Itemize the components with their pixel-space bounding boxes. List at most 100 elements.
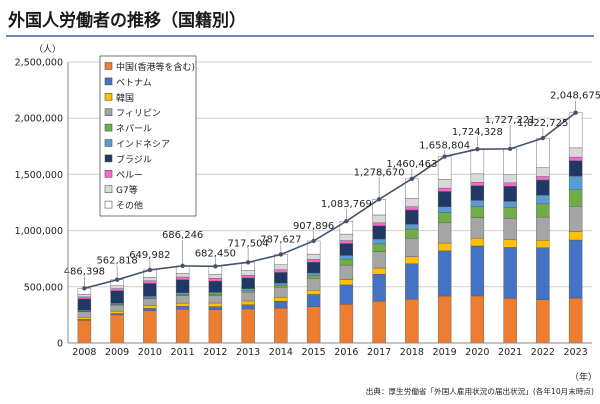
y-tick-label: 1,500,000 [15, 170, 63, 181]
bar-segment [307, 254, 320, 259]
total-marker [573, 111, 577, 115]
legend-label: 中国(香港等を含む) [116, 61, 195, 73]
bar-segment [242, 309, 255, 343]
x-tick-label: 2010 [138, 347, 162, 358]
bar-segment [438, 213, 451, 223]
total-label: 486,398 [64, 266, 105, 277]
bar-segment [111, 289, 124, 291]
bar-segment [471, 238, 484, 246]
x-tick-label: 2009 [105, 347, 129, 358]
bar-segment [569, 148, 582, 157]
bar-segment [143, 299, 156, 306]
bar-segment [78, 294, 91, 297]
bar-segment [405, 299, 418, 343]
bar-segment [405, 198, 418, 206]
bar-segment [340, 244, 353, 256]
bar-segment [143, 277, 156, 280]
bar-segment [504, 218, 517, 239]
legend-swatch [105, 78, 112, 85]
bar-segment [405, 224, 418, 229]
bar-segment [242, 305, 255, 309]
x-tick-label: 2011 [171, 347, 195, 358]
bar-segment [438, 243, 451, 251]
x-tick-label: 2018 [400, 347, 424, 358]
bar-segment [373, 252, 386, 268]
bar-segment [340, 285, 353, 304]
bar-segment [111, 315, 124, 343]
bar-segment [569, 206, 582, 231]
total-marker [541, 136, 545, 140]
total-marker [213, 264, 217, 268]
total-label: 907,896 [293, 221, 334, 232]
bar-segment [143, 281, 156, 284]
y-tick-label: 2,500,000 [15, 58, 63, 69]
total-marker [410, 177, 414, 181]
bar-segment [209, 292, 222, 294]
total-marker [82, 286, 86, 290]
bar-segment [438, 207, 451, 213]
bar-segment [569, 113, 582, 148]
x-tick-label: 2021 [498, 347, 522, 358]
y-tick-label: 1,000,000 [15, 226, 63, 237]
legend-swatch [105, 140, 112, 147]
bar-segment [504, 247, 517, 298]
legend-label: ペルー [116, 171, 143, 181]
total-label: 2,048,675 [550, 91, 600, 102]
bar-segment [340, 255, 353, 259]
bar-segment [307, 290, 320, 294]
bar-segment [340, 241, 353, 244]
bar-segment [274, 287, 287, 297]
bar-segment [536, 138, 549, 168]
bar-segment [536, 248, 549, 300]
bar-segment [471, 174, 484, 183]
bar-segment [242, 271, 255, 276]
bar-segment [536, 168, 549, 177]
legend-label: ブラジル [116, 153, 152, 165]
x-tick-label: 2014 [269, 347, 293, 358]
bar-segment [504, 240, 517, 248]
bar-segment [340, 259, 353, 265]
bar-segment [471, 149, 484, 174]
total-label: 1,083,769 [321, 199, 372, 210]
bar-segment [78, 317, 91, 319]
legend-swatch [105, 186, 112, 193]
page-title: 外国人労働者の推移（国籍別） [8, 10, 246, 31]
bar-segment [242, 291, 255, 293]
bar-segment [176, 293, 189, 295]
bar-segment [569, 176, 582, 190]
bar-segment [536, 204, 549, 217]
bar-segment [438, 296, 451, 343]
bar-segment [274, 272, 287, 283]
total-marker [377, 197, 381, 201]
total-label: 1,460,463 [386, 159, 437, 170]
x-tick-label: 2019 [433, 347, 457, 358]
legend-swatch [105, 201, 112, 208]
legend-label: その他 [116, 200, 143, 212]
legend-label: ネパール [116, 124, 152, 135]
bar-segment [143, 311, 156, 343]
total-marker [279, 252, 283, 256]
total-label: 649,982 [129, 250, 170, 261]
bar-segment [438, 179, 451, 188]
bar-segment [209, 281, 222, 292]
bar-segment [340, 279, 353, 284]
x-tick-label: 2013 [236, 347, 260, 358]
bar-segment [307, 273, 320, 275]
bar-segment [471, 182, 484, 185]
bar-segment [143, 296, 156, 298]
y-axis-unit-label: （人） [34, 44, 61, 55]
bar-segment [78, 299, 91, 310]
bar-segment [438, 188, 451, 191]
total-label: 682,450 [195, 248, 236, 259]
bar-segment [274, 285, 287, 287]
bar-segment [78, 297, 91, 299]
legend-label: G7等 [116, 184, 138, 196]
bar-segment [373, 215, 386, 223]
bar-segment [536, 177, 549, 180]
x-tick-label: 2008 [72, 347, 96, 358]
bar-segment [78, 312, 91, 318]
y-tick-label: 500,000 [24, 282, 63, 293]
bar-segment [405, 257, 418, 264]
bar-segment [373, 301, 386, 343]
